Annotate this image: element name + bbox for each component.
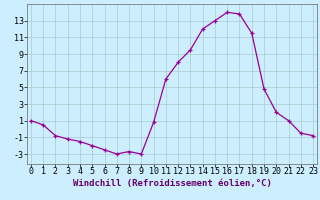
X-axis label: Windchill (Refroidissement éolien,°C): Windchill (Refroidissement éolien,°C) — [73, 179, 271, 188]
